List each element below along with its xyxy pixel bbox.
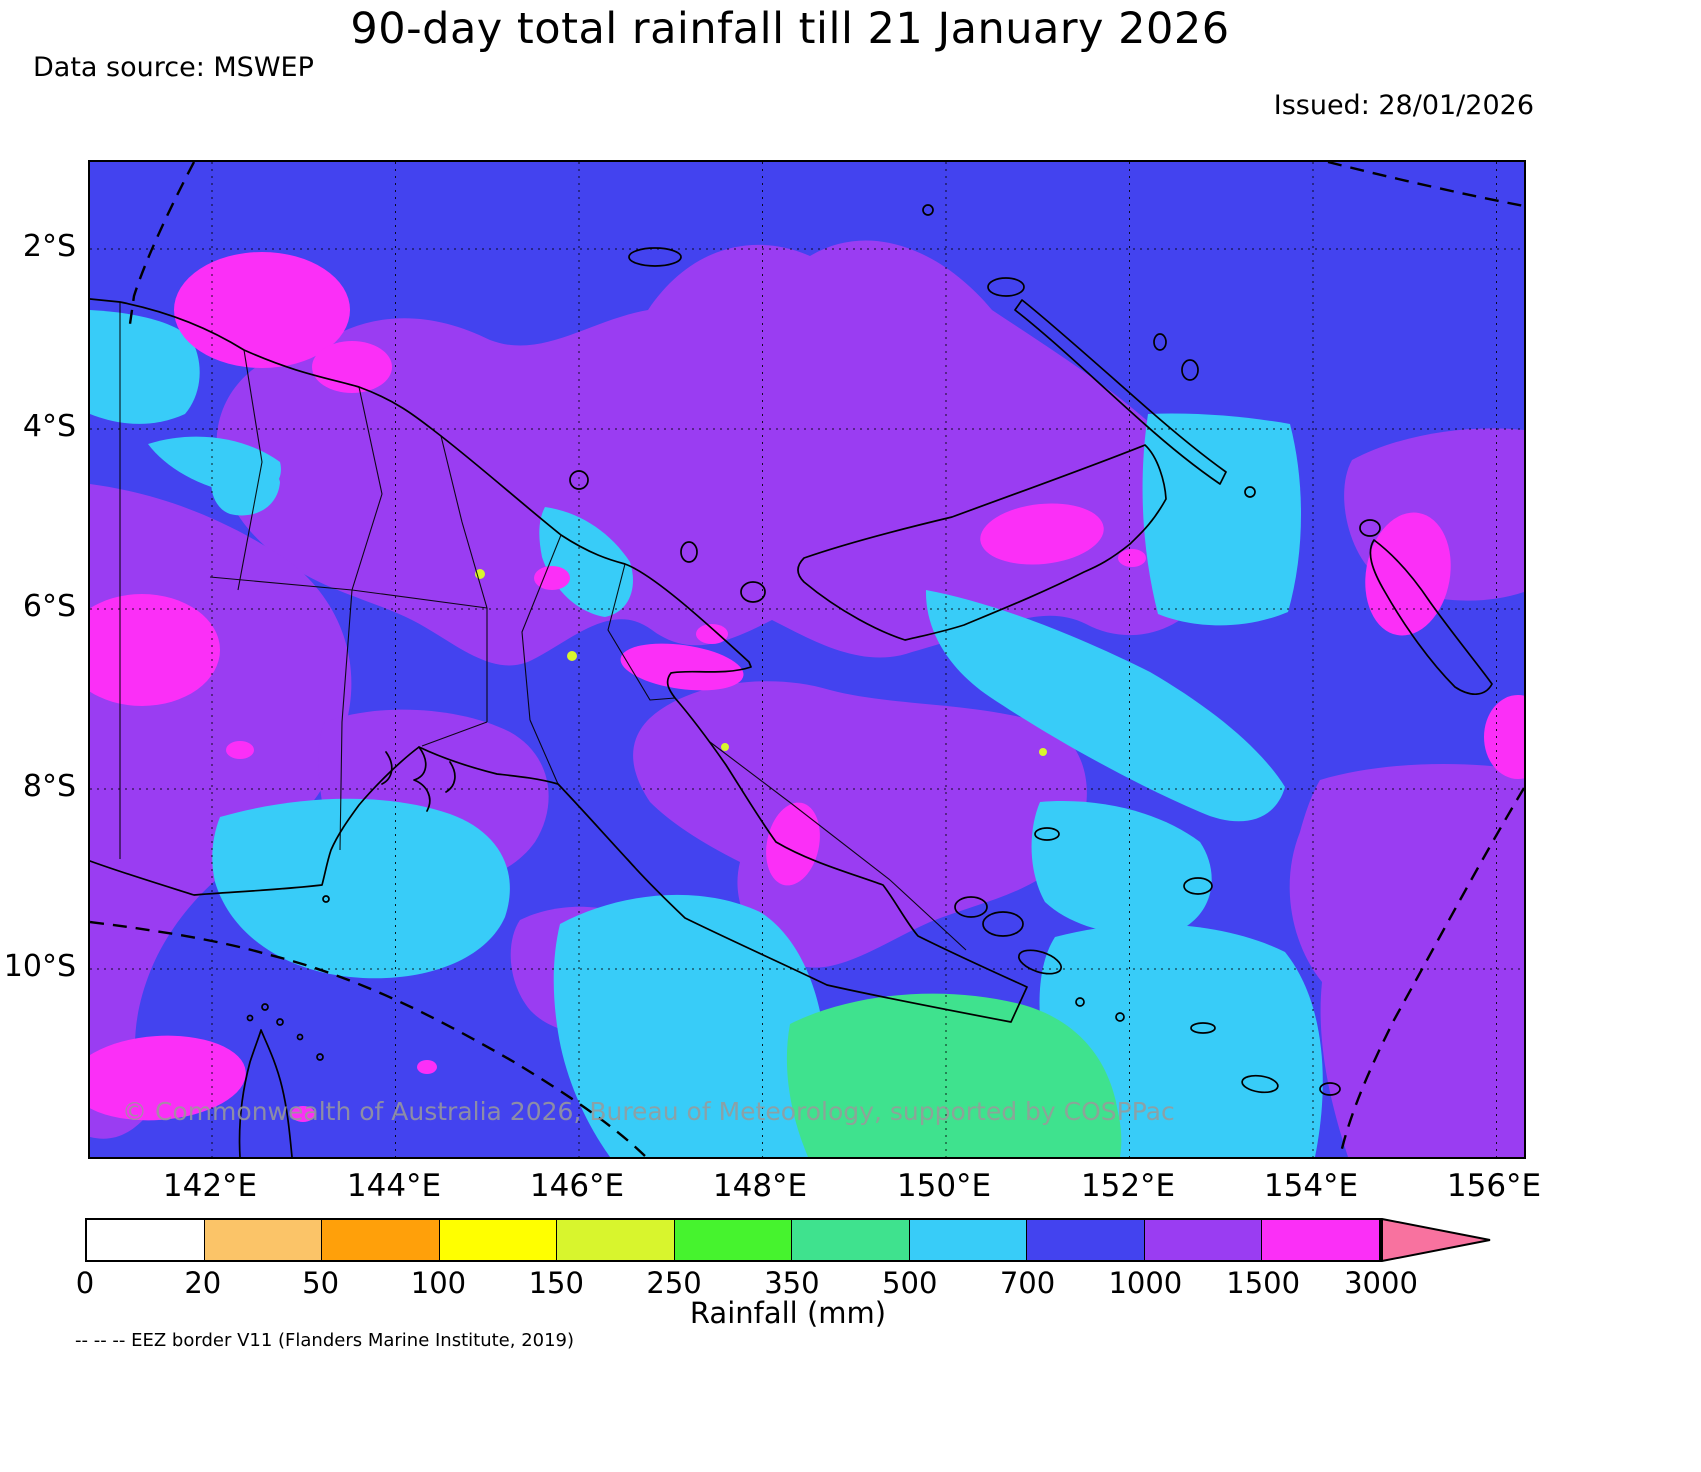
colorbar-tick-label: 500 [882, 1266, 938, 1300]
colorbar-segment [1261, 1220, 1380, 1260]
colorbar-segment [87, 1220, 204, 1260]
eez-legend-note: -- -- -- EEZ border V11 (Flanders Marine… [75, 1330, 575, 1351]
lat-label-8s: 8°S [22, 769, 76, 804]
coastline-new-ireland [1014, 299, 1227, 485]
lat-label-2s: 2°S [22, 229, 76, 264]
colorbar-tick-label: 0 [75, 1266, 95, 1300]
lat-label-6s: 6°S [22, 589, 76, 624]
lon-label-142e: 142°E [162, 1168, 258, 1204]
lon-label-152e: 152°E [1080, 1168, 1176, 1204]
colorbar-tick-labels: 0 20 50 100 150 250 350 500 700 1000 1500 3000 [76, 1266, 1495, 1300]
colorbar-segment [908, 1220, 1027, 1260]
lon-label-154e: 154°E [1263, 1168, 1359, 1204]
lat-label-4s: 4°S [22, 409, 76, 444]
lon-label-144e: 144°E [346, 1168, 442, 1204]
lon-label-146e: 146°E [529, 1168, 625, 1204]
colorbar-overflow-arrow [1381, 1218, 1491, 1262]
coastline-new-britain [797, 444, 1167, 641]
issued-date-label: Issued: 28/01/2026 [1273, 90, 1534, 121]
graticule [90, 162, 1524, 1157]
colorbar-tick-label: 700 [999, 1266, 1056, 1300]
coastlines [90, 204, 1493, 1157]
colorbar-tick-label: 1500 [1226, 1266, 1301, 1300]
rain-specks [475, 569, 1047, 756]
lon-label-156e: 156°E [1446, 1168, 1542, 1204]
coastline-manus [628, 247, 682, 267]
colorbar-tick-label: 50 [302, 1266, 340, 1300]
rain-region-cyan [90, 310, 1323, 1157]
colorbar-segment [791, 1220, 909, 1260]
colorbar-segment [438, 1220, 557, 1260]
data-source-label: Data source: MSWEP [33, 52, 314, 83]
copyright-watermark: © Commonwealth of Australia 2026, Bureau… [122, 1097, 1175, 1126]
colorbar-segments [85, 1218, 1381, 1262]
rainfall-map: © Commonwealth of Australia 2026, Bureau… [90, 162, 1524, 1157]
colorbar-segment [1026, 1220, 1144, 1260]
rainfall-shading [90, 162, 1524, 1157]
coastline-cape-york [238, 1029, 293, 1157]
lat-label-10s: 10°S [3, 949, 76, 984]
colorbar-segment [321, 1220, 439, 1260]
colorbar-tick-label: 20 [184, 1266, 222, 1300]
colorbar-segment [556, 1220, 674, 1260]
map-frame: © Commonwealth of Australia 2026, Bureau… [88, 160, 1526, 1159]
colorbar: 0 20 50 100 150 250 350 500 700 1000 1500 3000 [76, 1218, 1495, 1300]
lon-label-150e: 150°E [896, 1168, 992, 1204]
colorbar-tick-label: 150 [528, 1266, 584, 1300]
coastline-bougainville [1369, 539, 1493, 695]
colorbar-tick-label: 250 [646, 1266, 702, 1300]
colorbar-tick-label: 3000 [1344, 1266, 1418, 1300]
colorbar-segment [203, 1220, 322, 1260]
coastline-new-guinea [90, 298, 1028, 1023]
rain-region-green [786, 993, 1122, 1157]
colorbar-tick-label: 1000 [1108, 1266, 1183, 1300]
eez-border-lines [90, 162, 1524, 1157]
lon-label-148e: 148°E [712, 1168, 808, 1204]
page-title: 90-day total rainfall till 21 January 20… [350, 4, 1230, 54]
colorbar-label: Rainfall (mm) [689, 1296, 887, 1330]
colorbar-segment [1143, 1220, 1262, 1260]
colorbar-tick-label: 100 [410, 1266, 467, 1300]
colorbar-segment [673, 1220, 792, 1260]
admin-borders [119, 302, 967, 951]
rain-region-purple [90, 240, 1524, 1157]
rain-region-magenta [90, 252, 1524, 1122]
colorbar-tick-label: 350 [764, 1266, 820, 1300]
